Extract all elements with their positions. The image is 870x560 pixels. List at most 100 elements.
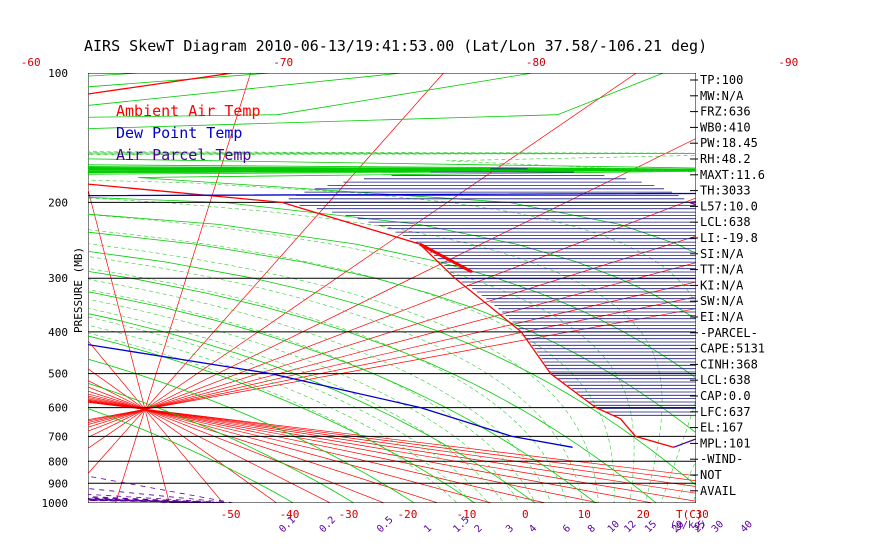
isotherm-line (88, 400, 696, 487)
moist-adiabat-line (88, 256, 584, 503)
mixing-ratio-line (88, 499, 251, 503)
top-temp-tick-label: -80 (526, 56, 546, 69)
top-temp-tick-label: -70 (273, 56, 293, 69)
mixing-ratio-line (88, 500, 254, 503)
legend: Ambient Air Temp Dew Point Temp Air Parc… (116, 102, 261, 164)
mixing-ratio-label: 8 (586, 523, 598, 535)
pressure-tick-label: 1000 (42, 497, 69, 510)
index-label: CAP:0.0 (700, 389, 751, 403)
isotherm-line (88, 340, 224, 503)
chart-title: AIRS SkewT Diagram 2010-06-13/19:41:53.0… (84, 37, 707, 55)
isotherm-line (88, 390, 440, 503)
index-label: L57:10.0 (700, 199, 758, 213)
dry-adiabat-line (88, 169, 696, 503)
bottom-temp-tick-label: 20 (637, 508, 650, 521)
index-label: RH:48.2 (700, 152, 751, 166)
index-label: EL:167 (700, 421, 743, 435)
dry-adiabat-line (88, 170, 696, 320)
index-label: -WIND- (700, 452, 743, 466)
bottom-temp-tick-label: -20 (397, 508, 417, 521)
dry-adiabat-line (88, 169, 696, 503)
pressure-tick-label: 600 (48, 402, 68, 415)
moist-adiabat-line (88, 289, 536, 503)
isotherm-line (88, 73, 444, 475)
cape-hatching (282, 168, 696, 416)
index-label: SW:N/A (700, 294, 744, 308)
mixing-ratio-label: 0.2 (318, 515, 339, 536)
ambient-temp-line (88, 73, 674, 448)
isotherm-line (88, 262, 696, 425)
bottom-temp-tick-label: 0 (522, 508, 529, 521)
moist-adiabat-line (88, 332, 458, 503)
isotherm-line (88, 401, 696, 482)
mixing-ratio-line (88, 499, 252, 503)
isotherm-line (88, 235, 696, 428)
mixing-ratio-label: 15 (643, 519, 659, 535)
moist-adiabat-line (88, 243, 599, 503)
bottom-temp-tick-label: -30 (339, 508, 359, 521)
pressure-tick-label: 800 (48, 455, 68, 468)
mixing-ratio-label: 2 (473, 523, 485, 535)
mixing-ratio-label: 0.5 (375, 515, 396, 536)
index-label: TP:100 (700, 73, 743, 87)
mixing-ratio-label: 4 (527, 523, 539, 535)
bottom-temp-tick-label: 10 (578, 508, 591, 521)
mixing-ratio-label: 40 (739, 519, 755, 535)
mixing-ratio-label: 10 (606, 519, 622, 535)
index-label: LI:-19.8 (700, 231, 758, 245)
isotherm-line (88, 398, 655, 503)
isotherm-line (88, 393, 493, 503)
pressure-tick-label: 100 (48, 67, 68, 80)
index-label: WB0:410 (700, 120, 751, 134)
dry-adiabat-line (88, 169, 696, 379)
index-label: LCL:638 (700, 373, 751, 387)
isotherm-line (88, 386, 386, 503)
isotherm-line (88, 188, 170, 503)
index-label: KI:N/A (700, 278, 744, 292)
pressure-tick-label: 700 (48, 430, 68, 443)
moist-adiabat-line (88, 279, 552, 503)
dry-adiabat-line (88, 169, 696, 503)
pressure-tick-label: 400 (48, 326, 68, 339)
moist-adiabat-line (88, 268, 568, 503)
bottom-unit-label: T(C) (676, 508, 703, 521)
series-lines (88, 73, 696, 448)
moist-adiabat-line (88, 324, 474, 503)
isotherm-line (88, 402, 696, 477)
dry-adiabat-line (88, 169, 696, 486)
isotherm-line (88, 138, 696, 438)
dewpoint-temp-line (88, 192, 696, 448)
pressure-tick-label: 200 (48, 196, 68, 209)
moist-adiabat-line (446, 155, 696, 503)
isotherm-line (88, 73, 637, 449)
bottom-temp-tick-label: -50 (221, 508, 241, 521)
isotherm-line (115, 73, 251, 503)
isotherm-line (88, 368, 278, 503)
grid-lines (88, 73, 696, 503)
y-axis-label: PRESSURE (MB) (72, 247, 85, 333)
isotherm-line (88, 397, 601, 503)
pressure-tick-label: 900 (48, 477, 68, 490)
index-label: MAXT:11.6 (700, 168, 765, 182)
isotherm-line (88, 399, 696, 502)
index-label: LCL:638 (700, 215, 751, 229)
mixing-ratio-label: 3 (504, 523, 516, 535)
top-temp-tick-label: -90 (778, 56, 798, 69)
dry-adiabat-line (88, 169, 696, 503)
bottom-temp-tick-label: 30 (696, 508, 709, 521)
moist-adiabat-line (88, 308, 505, 503)
dry-adiabat-line (88, 169, 696, 503)
index-label: AVAIL (700, 484, 736, 498)
isotherm-line (88, 400, 696, 494)
top-temp-tick-label: -60 (21, 56, 41, 69)
mixing-ratio-label: 1 (422, 523, 434, 535)
legend-item-ambient: Ambient Air Temp (116, 102, 261, 120)
isotherm-line (88, 281, 696, 423)
mixing-ratio-label: 12 (622, 519, 638, 535)
ambient-temp-emphasis (419, 242, 473, 274)
mixing-ratio-line (88, 499, 249, 503)
legend-item-dewpoint: Dew Point Temp (116, 124, 242, 142)
dry-adiabat-line (88, 169, 696, 434)
